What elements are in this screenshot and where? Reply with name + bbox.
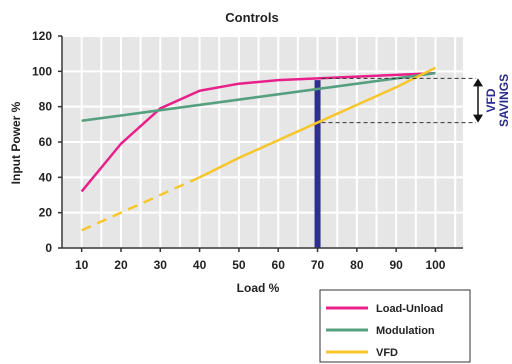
legend: Load-Unload Modulation VFD bbox=[319, 289, 471, 363]
modulation-line bbox=[81, 71, 436, 123]
x-tick-label: 90 bbox=[389, 258, 403, 272]
x-tick-label: 30 bbox=[154, 258, 168, 272]
legend-label-vfd: VFD bbox=[376, 347, 398, 359]
x-tick-label: 50 bbox=[232, 258, 246, 272]
chart-title: Controls bbox=[225, 10, 278, 25]
x-tick-label: 70 bbox=[311, 258, 325, 272]
legend-label-modulation: Modulation bbox=[376, 325, 435, 337]
savings-arrow-up-head bbox=[473, 78, 483, 87]
x-tick-labels: 10 20 30 40 50 60 70 80 90 100 bbox=[75, 248, 446, 272]
x-axis-label: Load % bbox=[237, 281, 280, 295]
y-tick-label: 40 bbox=[39, 170, 53, 184]
legend-label-load-unload: Load-Unload bbox=[376, 303, 443, 315]
x-tick-label: 100 bbox=[425, 258, 445, 272]
x-tick-label: 80 bbox=[350, 258, 364, 272]
x-tick-label: 60 bbox=[272, 258, 286, 272]
y-axis-label: Input Power % bbox=[9, 101, 23, 184]
savings-label-line1: VFD bbox=[484, 88, 498, 112]
load-unload-line bbox=[80, 71, 436, 193]
y-tick-label: 120 bbox=[32, 29, 52, 43]
x-tick-label: 40 bbox=[193, 258, 207, 272]
legend-box bbox=[319, 289, 471, 363]
y-tick-label: 80 bbox=[39, 100, 53, 114]
x-tick-label: 20 bbox=[114, 258, 128, 272]
savings-arrow-down-head bbox=[473, 114, 483, 123]
y-tick-label: 0 bbox=[45, 241, 52, 255]
y-tick-label: 60 bbox=[39, 135, 53, 149]
series-lines bbox=[80, 66, 437, 232]
savings-label-line2: SAVINGS bbox=[497, 74, 511, 127]
grid-lines bbox=[61, 35, 463, 249]
savings-annotation: VFD SAVINGS bbox=[321, 74, 511, 127]
y-tick-label: 100 bbox=[32, 64, 52, 78]
y-tick-labels: 0 20 40 60 80 100 120 bbox=[32, 29, 62, 255]
x-tick-label: 10 bbox=[75, 258, 89, 272]
vfd-line bbox=[199, 66, 437, 179]
y-tick-label: 20 bbox=[39, 206, 53, 220]
vfd-line-dashed bbox=[81, 176, 201, 232]
